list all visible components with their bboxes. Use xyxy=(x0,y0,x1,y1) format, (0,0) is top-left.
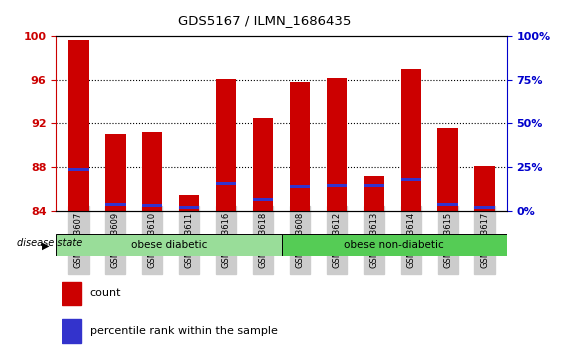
Bar xyxy=(216,183,236,185)
Text: GDS5167 / ILMN_1686435: GDS5167 / ILMN_1686435 xyxy=(178,15,351,28)
Bar xyxy=(437,128,458,211)
Bar xyxy=(179,206,199,209)
Bar xyxy=(253,118,273,211)
Bar xyxy=(56,234,282,256)
Bar xyxy=(400,69,421,211)
Bar xyxy=(216,79,236,211)
Bar xyxy=(68,40,88,211)
Bar xyxy=(68,168,88,171)
Text: obese non-diabetic: obese non-diabetic xyxy=(344,240,444,250)
Bar xyxy=(105,134,126,211)
Bar xyxy=(437,203,458,205)
Bar xyxy=(364,176,384,211)
Bar xyxy=(327,78,347,211)
Bar xyxy=(62,319,81,343)
Bar xyxy=(290,82,310,211)
Bar xyxy=(62,282,81,305)
Bar xyxy=(475,206,495,209)
Text: disease state: disease state xyxy=(17,238,82,248)
Bar xyxy=(475,166,495,211)
Text: percentile rank within the sample: percentile rank within the sample xyxy=(90,326,278,336)
Bar xyxy=(364,184,384,187)
Bar xyxy=(282,234,507,256)
Bar xyxy=(327,184,347,187)
Bar xyxy=(179,195,199,211)
Text: ▶: ▶ xyxy=(42,240,50,250)
Text: obese diabetic: obese diabetic xyxy=(131,240,207,250)
Bar xyxy=(253,198,273,201)
Bar xyxy=(290,185,310,188)
Bar xyxy=(142,204,163,207)
Bar xyxy=(400,178,421,181)
Text: count: count xyxy=(90,288,121,298)
Bar xyxy=(105,203,126,205)
Bar xyxy=(142,132,163,211)
